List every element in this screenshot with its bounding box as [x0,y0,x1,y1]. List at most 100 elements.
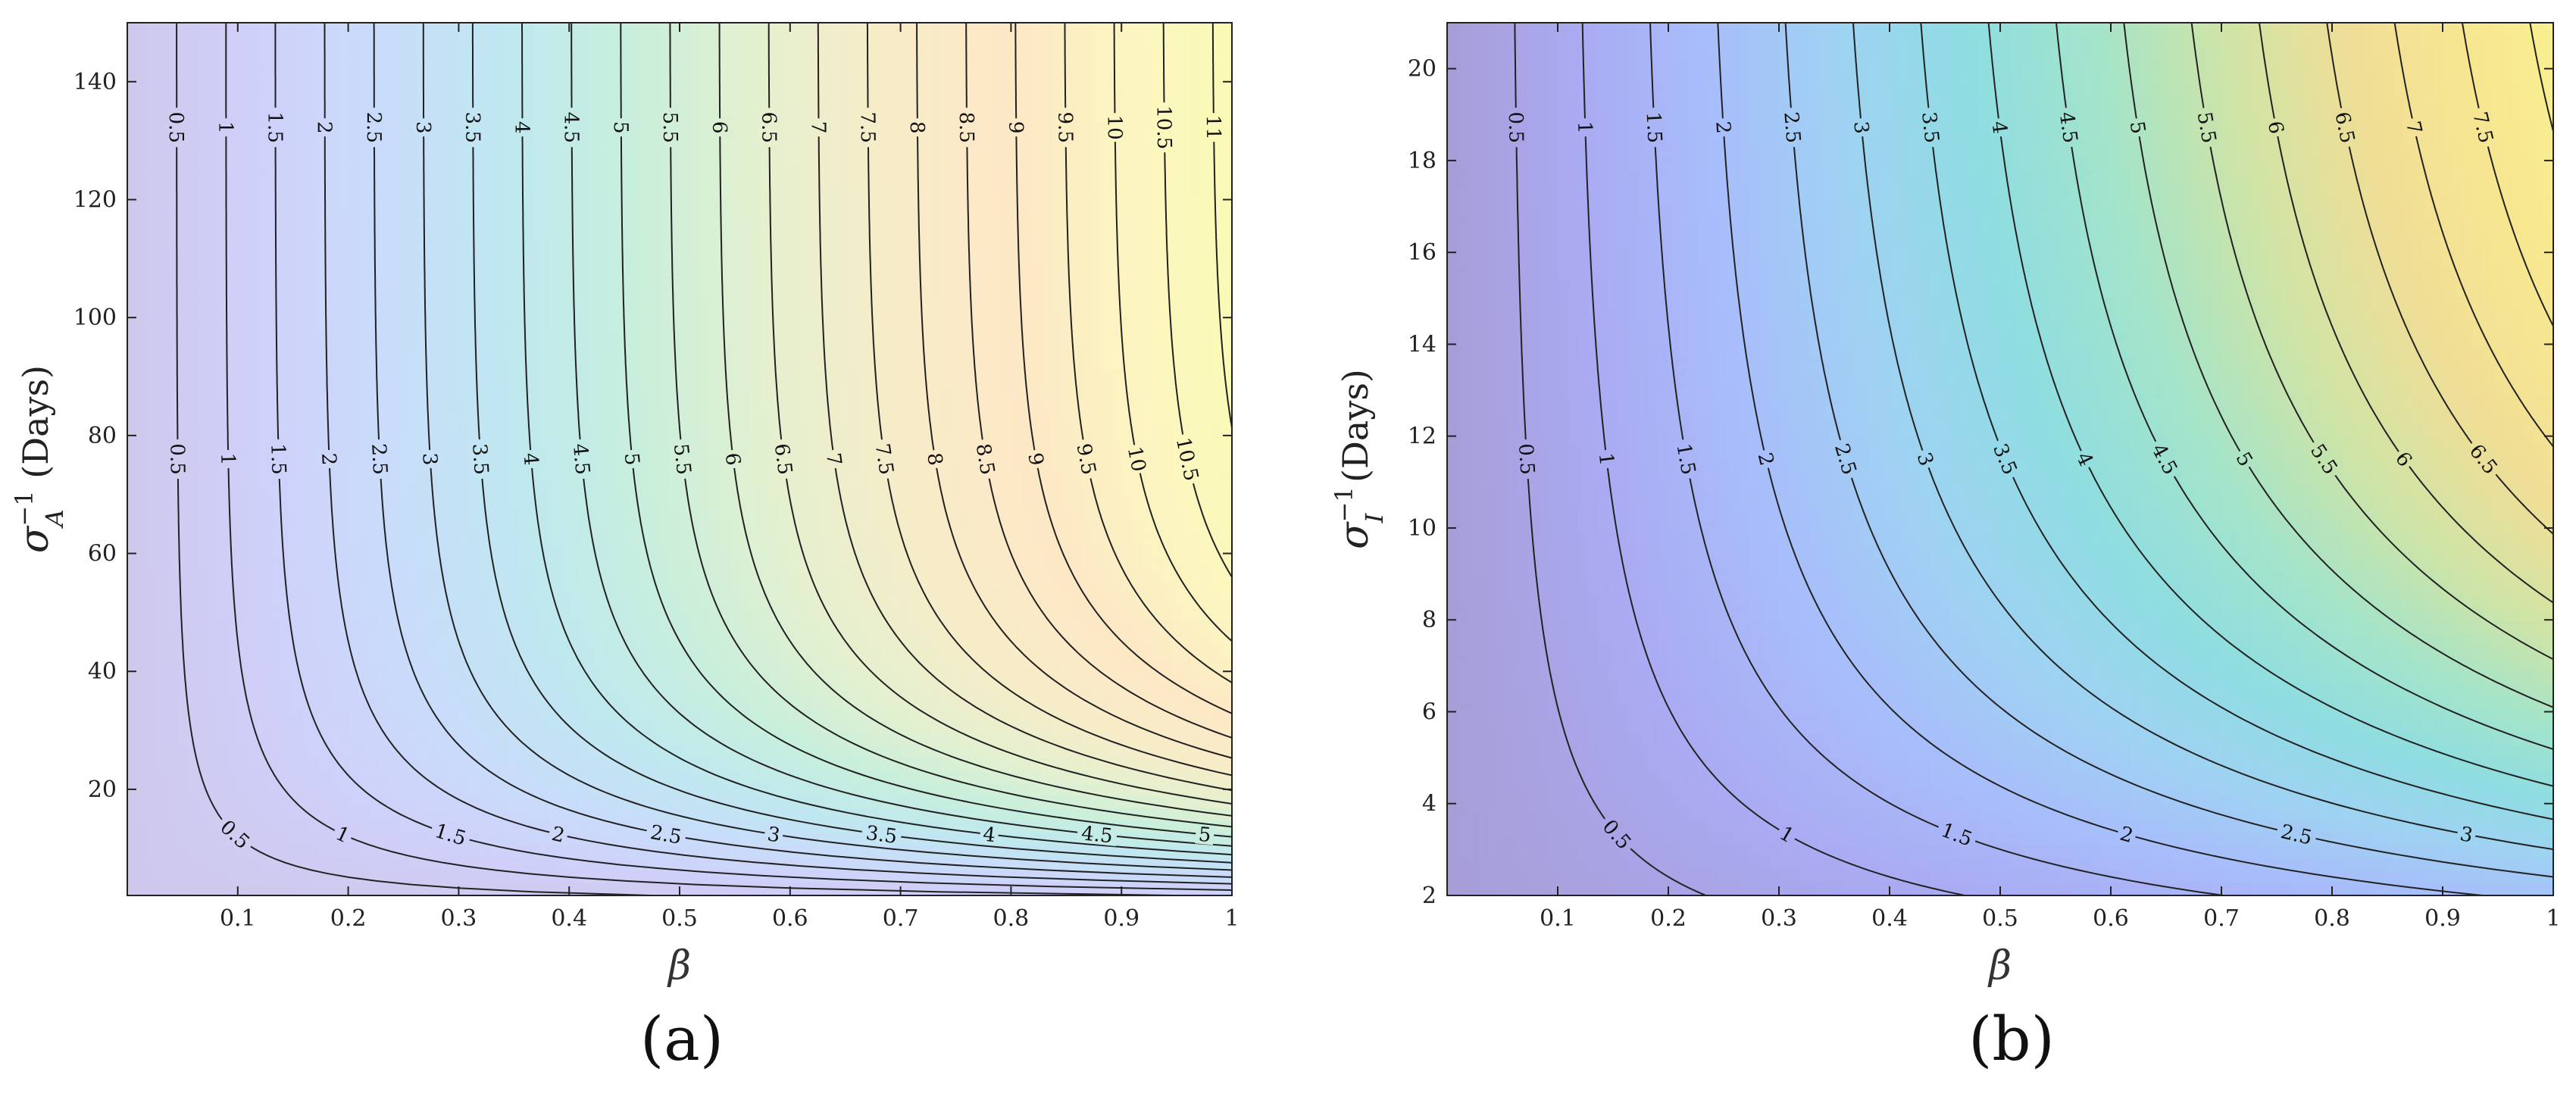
field-cell [539,222,550,236]
field-cell [489,297,500,311]
field-cell [709,147,721,161]
field-cell [558,720,570,734]
field-cell [428,633,439,647]
field-cell [699,135,711,148]
field-cell [398,297,409,311]
field-cell [499,60,510,73]
field-cell [760,795,771,809]
field-cell [288,558,299,572]
field-cell [267,272,279,286]
field-cell [720,35,731,48]
field-cell [518,409,530,423]
field-cell [418,533,430,547]
field-cell [458,60,470,73]
field-cell [197,434,208,448]
field-cell [810,297,821,311]
field-cell [529,558,540,572]
field-cell [187,371,199,386]
field-cell [810,670,821,685]
field-cell [619,72,630,86]
field-cell [458,434,470,448]
field-cell [499,35,510,48]
field-cell [659,346,671,361]
field-cell [489,733,500,747]
field-cell [227,795,239,809]
field-cell [579,47,590,61]
field-cell [248,745,259,759]
field-cell [569,496,580,510]
field-cell [699,808,711,822]
field-cell [157,633,168,647]
field-cell [830,297,841,311]
field-cell [609,633,621,647]
field-cell [789,783,801,797]
field-cell [468,708,480,722]
field-cell [760,745,771,759]
field-cell [277,708,289,722]
field-cell [449,172,460,186]
field-cell [659,321,671,336]
field-cell [127,670,139,685]
field-cell [468,483,480,498]
field-cell [237,496,249,510]
field-cell [217,633,229,647]
field-cell [489,496,500,510]
field-cell [317,670,329,685]
field-cell [358,496,369,510]
field-cell [308,272,319,286]
field-cell [730,546,741,560]
field-cell [709,533,721,547]
field-cell [428,35,439,48]
field-cell [288,845,299,859]
field-cell [187,521,199,535]
field-cell [549,546,560,560]
field-cell [589,845,600,859]
field-cell [267,234,279,248]
field-cell [749,72,761,86]
field-cell [749,409,761,423]
field-cell [649,172,661,186]
field-cell [800,396,811,410]
field-cell [518,695,530,709]
field-cell [348,633,359,647]
field-cell [489,446,500,460]
field-cell [539,883,550,895]
field-cell [328,209,339,223]
field-cell [328,172,339,186]
field-cell [237,720,249,734]
field-cell [468,23,480,36]
field-cell [689,396,701,410]
field-cell [629,546,640,560]
field-cell [167,209,179,223]
field-cell [468,546,480,560]
field-cell [830,571,841,585]
field-cell [629,521,640,535]
field-cell [680,658,691,672]
field-cell [569,683,580,697]
field-cell [659,72,671,86]
field-cell [277,833,289,846]
field-cell [277,870,289,884]
field-cell [328,633,339,647]
field-cell [730,284,741,298]
field-cell [308,97,319,111]
field-cell [298,533,309,547]
field-cell [137,645,148,660]
field-cell [639,620,651,635]
field-cell [258,209,269,223]
field-cell [789,633,801,647]
field-cell [720,60,731,73]
field-cell [518,346,530,361]
field-cell [478,284,489,298]
field-cell [810,247,821,261]
field-cell [248,334,259,348]
field-cell [599,272,611,286]
field-cell [529,147,540,161]
field-cell [288,745,299,759]
field-cell [308,808,319,822]
field-cell [709,284,721,298]
field-cell [800,546,811,560]
field-cell [227,546,239,560]
field-cell [478,23,489,36]
field-cell [499,85,510,98]
